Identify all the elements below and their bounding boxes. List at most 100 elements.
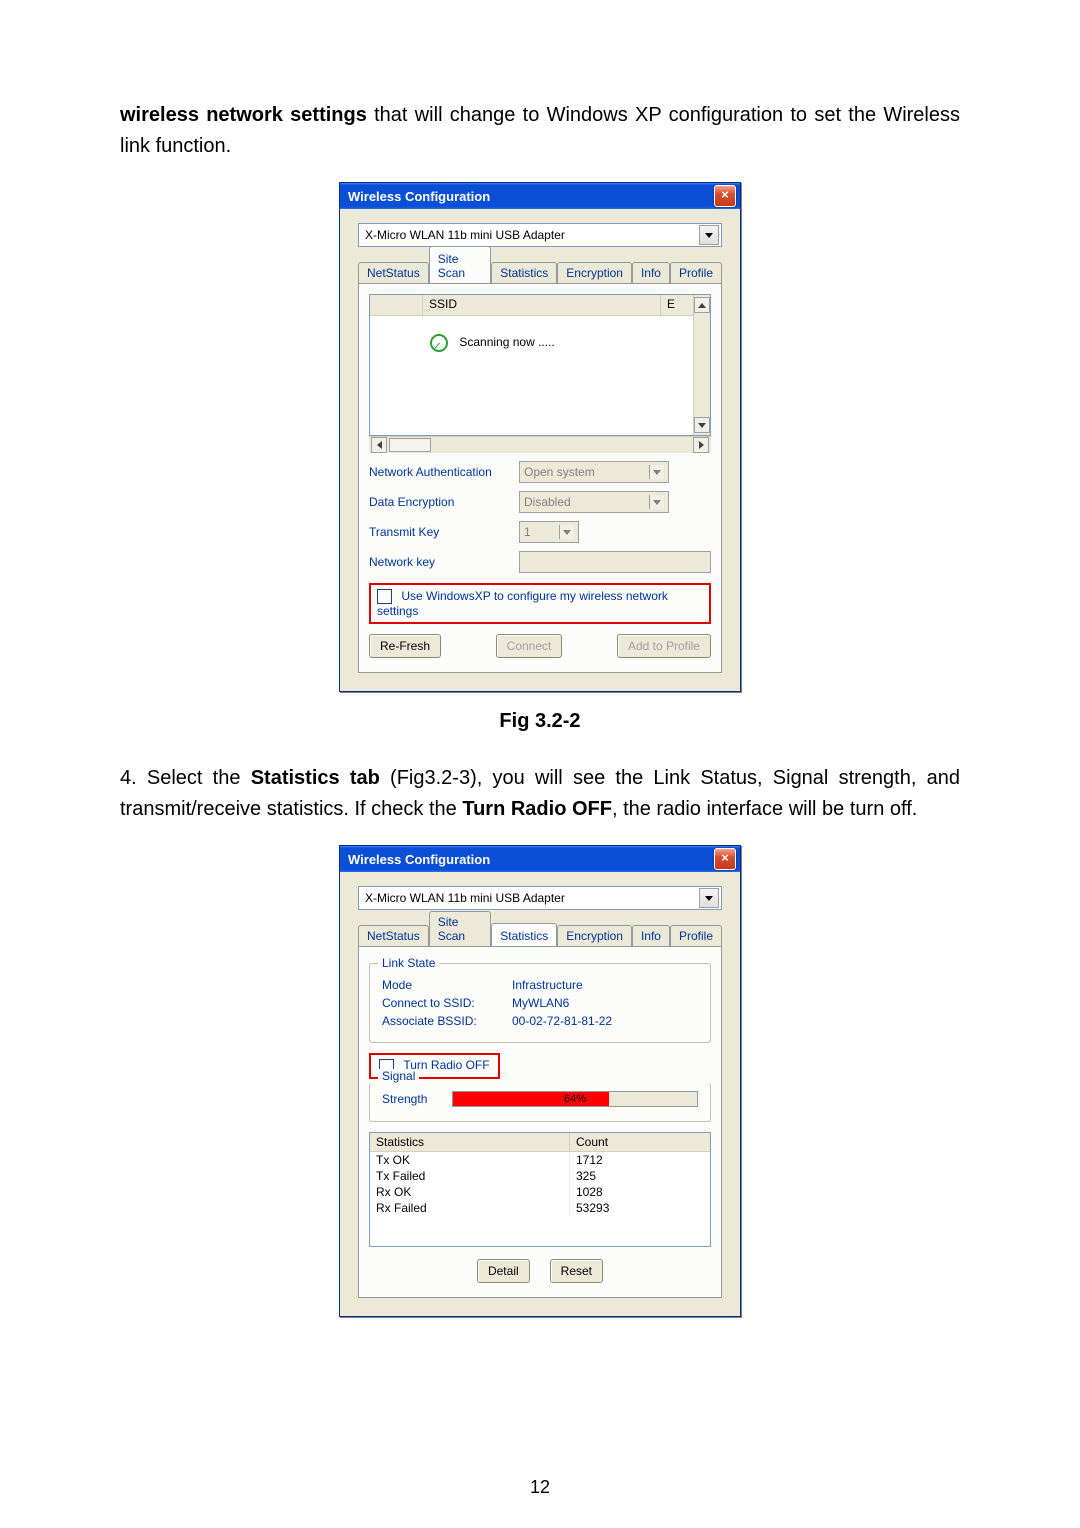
use-xp-checkbox[interactable] [377,589,392,604]
tab2-netstatus[interactable]: NetStatus [358,925,429,946]
e-col: E [661,295,694,315]
strength-label: Strength [382,1092,452,1106]
chevron-down-icon[interactable] [699,888,719,908]
scan-icon [430,334,448,352]
use-xp-label: Use WindowsXP to configure my wireless n… [377,589,668,618]
stats-col-0: Statistics [370,1133,570,1151]
row-strength: Strength 64% [382,1091,698,1107]
data-enc-select: Disabled [519,491,669,513]
net-auth-value: Open system [524,465,595,479]
tab2-statistics[interactable]: Statistics [491,923,557,946]
row-network-key: Network key [369,551,711,573]
p2-b1: Statistics tab [251,767,380,789]
ssid-list-header: SSID E [370,295,710,316]
tab-profile[interactable]: Profile [670,262,722,283]
dialog1-client: X-Micro WLAN 11b mini USB Adapter NetSta… [340,209,740,691]
linkstate-group: Link State Mode Infrastructure Connect t… [369,963,711,1043]
add-profile-button-label: Add to Profile [628,639,700,653]
chevron-down-icon [649,465,664,479]
dialog2-client: X-Micro WLAN 11b mini USB Adapter NetSta… [340,872,740,1315]
p2-pre: 4. Select the [120,767,251,789]
scroll-down-icon[interactable] [694,417,710,433]
row-ssid: Connect to SSID: MyWLAN6 [382,996,698,1010]
tab-sitescan[interactable]: Site Scan [429,246,492,283]
data-enc-value: Disabled [524,495,571,509]
close-icon[interactable]: × [714,185,736,207]
connect-button: Connect [496,634,563,658]
refresh-button[interactable]: Re-Fresh [369,634,441,658]
transmit-key-select: 1 [519,521,579,543]
network-key-label: Network key [369,555,519,569]
ssid-value: MyWLAN6 [512,996,569,1010]
reset-button[interactable]: Reset [550,1259,603,1283]
table-row: Tx OK1712 [370,1152,710,1168]
p2-b2: Turn Radio OFF [462,798,612,820]
close-icon[interactable]: × [714,848,736,870]
caption-1: Fig 3.2-2 [120,710,960,733]
transmit-key-value: 1 [524,525,531,539]
page-number: 12 [0,1477,1080,1498]
intro-bold: wireless network settings [120,104,367,126]
paragraph-2: 4. Select the Statistics tab (Fig3.2-3),… [120,763,960,825]
vertical-scrollbar[interactable] [693,295,710,435]
table-row: Rx OK1028 [370,1184,710,1200]
stats-cell: 1028 [570,1184,710,1200]
tab-info[interactable]: Info [632,262,670,283]
adapter-combo-2[interactable]: X-Micro WLAN 11b mini USB Adapter [358,886,722,910]
bssid-label: Associate BSSID: [382,1014,512,1028]
transmit-key-label: Transmit Key [369,525,519,539]
tab2-profile[interactable]: Profile [670,925,722,946]
adapter-value: X-Micro WLAN 11b mini USB Adapter [365,228,565,242]
row-net-auth: Network Authentication Open system [369,461,711,483]
tab-netstatus[interactable]: NetStatus [358,262,429,283]
strength-progress: 64% [452,1091,698,1107]
net-auth-label: Network Authentication [369,465,519,479]
ssid-label: Connect to SSID: [382,996,512,1010]
stats-cell: Rx Failed [370,1200,570,1216]
detail-button[interactable]: Detail [477,1259,530,1283]
p2-post: , the radio interface will be turn off. [612,798,917,820]
horizontal-scrollbar[interactable] [369,436,711,453]
reset-button-label: Reset [561,1264,592,1278]
tab-encryption[interactable]: Encryption [557,262,632,283]
dialog1: Wireless Configuration × X-Micro WLAN 11… [339,182,741,692]
dialog1-wrap: Wireless Configuration × X-Micro WLAN 11… [120,182,960,692]
chevron-down-icon [559,525,574,539]
signal-title: Signal [378,1069,419,1083]
adapter-combo[interactable]: X-Micro WLAN 11b mini USB Adapter [358,223,722,247]
data-enc-label: Data Encryption [369,495,519,509]
scroll-left-icon[interactable] [371,437,387,453]
dialog2-titlebar: Wireless Configuration × [340,846,740,872]
mode-label: Mode [382,978,512,992]
tab2-info[interactable]: Info [632,925,670,946]
dialog1-tabstrip: NetStatus Site Scan Statistics Encryptio… [358,261,722,283]
dialog1-buttons: Re-Fresh Connect Add to Profile [369,634,711,658]
adapter-value-2: X-Micro WLAN 11b mini USB Adapter [365,891,565,905]
tab2-sitescan[interactable]: Site Scan [429,911,492,946]
linkstate-title: Link State [378,956,439,970]
scanning-row: Scanning now ..... [370,316,710,352]
dialog2-tabstrip: NetStatus Site Scan Statistics Encryptio… [358,924,722,946]
row-transmit-key: Transmit Key 1 [369,521,711,543]
tab2-encryption[interactable]: Encryption [557,925,632,946]
stats-cell: Tx Failed [370,1168,570,1184]
chevron-down-icon [649,495,664,509]
scroll-right-icon[interactable] [693,437,709,453]
add-profile-button: Add to Profile [617,634,711,658]
page: wireless network settings that will chan… [0,0,1080,1528]
intro-paragraph: wireless network settings that will chan… [120,100,960,162]
scroll-up-icon[interactable] [694,297,710,313]
ssid-list[interactable]: SSID E Scanning now ..... [369,294,711,436]
stats-cell: 1712 [570,1152,710,1168]
row-mode: Mode Infrastructure [382,978,698,992]
scroll-thumb[interactable] [389,438,431,452]
signal-group: Signal Strength 64% [369,1083,711,1122]
stats-col-1: Count [570,1133,710,1151]
network-key-input [519,551,711,573]
row-data-enc: Data Encryption Disabled [369,491,711,513]
use-xp-highlight: Use WindowsXP to configure my wireless n… [369,583,711,624]
tab-statistics[interactable]: Statistics [491,262,557,283]
chevron-down-icon[interactable] [699,225,719,245]
connect-button-label: Connect [507,639,552,653]
dialog2-buttons: Detail Reset [369,1259,711,1283]
